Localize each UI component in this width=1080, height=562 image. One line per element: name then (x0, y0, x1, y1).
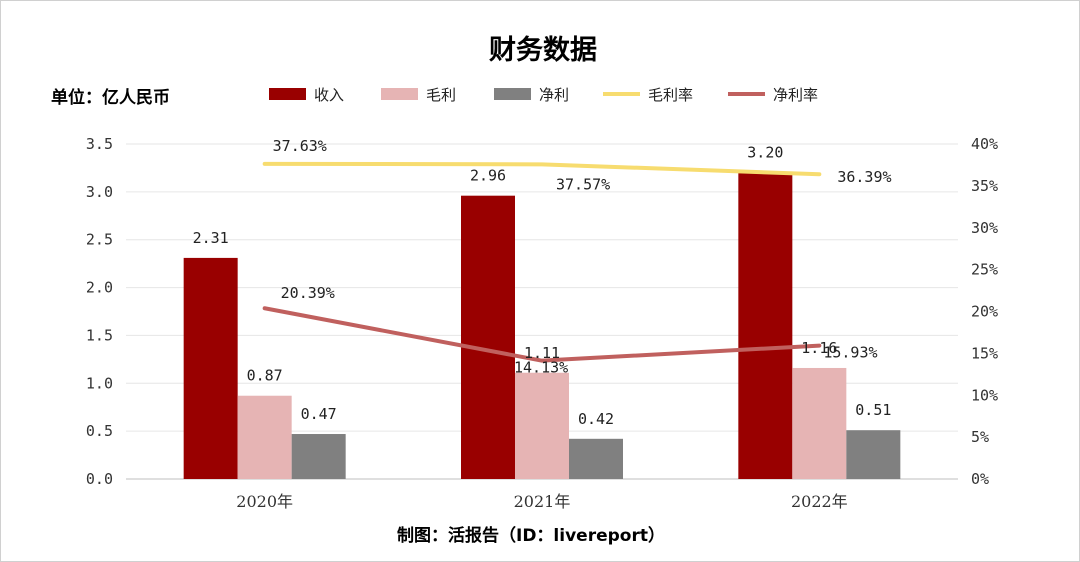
legend-label: 收入 (314, 86, 344, 104)
bar-毛利 (515, 372, 569, 479)
source-note: 制图：活报告（ID：livereport） (397, 525, 665, 546)
data-labels: 2.31 0.87 0.47 2.96 1.11 0.42 3.20 1.16 0.51 37.6… (193, 137, 892, 428)
bar-data-label: 2.31 (193, 229, 229, 247)
x-tick-label: 2020年 (236, 492, 293, 511)
y-right-tick-label: 0% (971, 470, 989, 488)
y-right-tick-label: 10% (971, 386, 998, 404)
bar-毛利 (237, 395, 292, 479)
line-data-label: 15.93% (823, 344, 877, 362)
legend-label: 毛利 (426, 86, 456, 104)
y-right-tick-label: 15% (971, 344, 998, 362)
line-data-label: 36.39% (837, 168, 891, 186)
legend-label: 毛利率 (648, 86, 693, 104)
bar-净利 (846, 430, 901, 479)
bar-毛利 (792, 367, 847, 479)
y-left-tick-label: 1.0 (86, 374, 113, 392)
line-data-label: 20.39% (281, 284, 335, 302)
y-right-tick-label: 40% (971, 135, 998, 153)
legend-swatch (381, 88, 418, 100)
bar-data-label: 1.11 (524, 344, 560, 362)
legend-label: 净利率 (773, 86, 818, 104)
bar-收入 (461, 195, 515, 479)
y-left-tick-label: 3.0 (86, 183, 113, 201)
x-tick-label: 2021年 (514, 492, 571, 511)
axes: 0.0 0.5 1.0 1.5 2.0 2.5 3.0 3.5 0% 5% 10% 15% 20% 25%… (86, 135, 998, 511)
legend-swatch (269, 88, 306, 100)
line-data-label: 37.63% (273, 137, 327, 155)
y-right-tick-label: 5% (971, 428, 989, 446)
bar-data-label: 0.51 (855, 401, 891, 419)
bar-data-label: 2.96 (470, 167, 506, 185)
bars (183, 172, 901, 479)
y-right-tick-label: 30% (971, 219, 998, 237)
y-right-tick-label: 25% (971, 261, 998, 279)
bar-净利 (569, 438, 623, 479)
x-tick-label: 2022年 (791, 492, 848, 511)
line-data-label: 14.13% (514, 359, 568, 377)
y-left-tick-label: 3.5 (86, 135, 113, 153)
y-left-tick-label: 2.5 (86, 231, 113, 249)
line-净利率 (262, 306, 822, 363)
bar-收入 (738, 172, 793, 479)
unit-label: 单位：亿人民币 (51, 87, 170, 108)
y-right-tick-label: 35% (971, 177, 998, 195)
bar-data-label: 3.20 (747, 144, 783, 162)
legend: 收入 毛利 净利 毛利率 净利率 (269, 86, 818, 104)
y-left-tick-label: 0.0 (86, 470, 113, 488)
y-left-tick-label: 0.5 (86, 422, 113, 440)
bar-data-label: 0.42 (578, 410, 614, 428)
y-left-tick-label: 1.5 (86, 326, 113, 344)
line-data-label: 37.57% (556, 175, 610, 193)
legend-label: 净利 (539, 86, 569, 104)
bar-data-label: 1.16 (801, 339, 837, 357)
y-right-tick-label: 20% (971, 303, 998, 321)
bar-data-label: 0.87 (247, 367, 283, 385)
chart-title: 财务数据 (489, 35, 597, 66)
bar-data-label: 0.47 (301, 405, 337, 423)
lines (262, 161, 822, 363)
y-left-tick-label: 2.0 (86, 279, 113, 297)
bar-收入 (183, 257, 238, 479)
legend-swatch (494, 88, 531, 100)
bar-净利 (291, 434, 346, 479)
line-毛利率 (262, 161, 822, 177)
